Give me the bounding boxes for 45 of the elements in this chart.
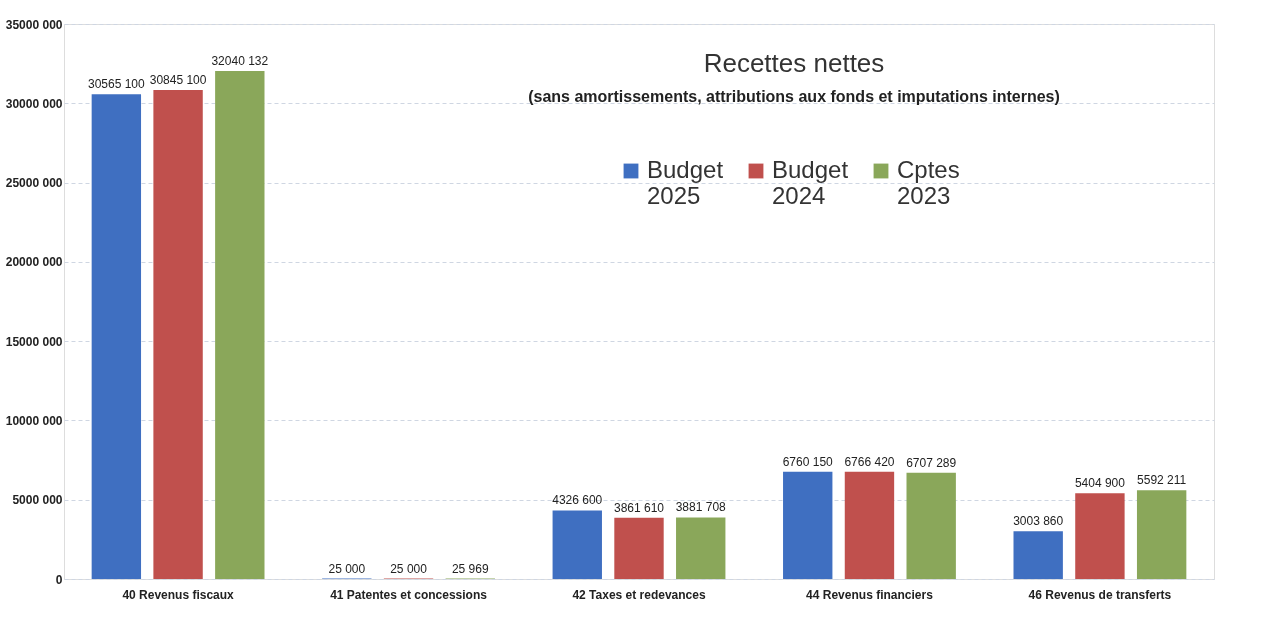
y-tick-label: 35000 000 — [5, 17, 63, 32]
bar — [844, 471, 895, 579]
data-label: 5404 900 — [1074, 476, 1126, 491]
text: Recettes nettes — [703, 48, 885, 78]
x-tick-label: 46 Revenus de transferts — [1028, 587, 1172, 602]
data-label: 4326 600 — [552, 493, 603, 508]
data-label: 3003 860 — [1013, 514, 1064, 529]
bar — [614, 517, 664, 579]
data-label: 30845 100 — [149, 72, 207, 87]
bar — [1136, 490, 1187, 579]
data-label: 25 000 — [328, 561, 366, 576]
legend-label: Budget 2024 — [772, 156, 849, 209]
bar — [1013, 531, 1063, 579]
bar — [215, 70, 265, 579]
data-label: 6766 420 — [844, 454, 895, 469]
bar — [676, 517, 726, 579]
bar — [552, 510, 602, 579]
data-label: 25 000 — [390, 561, 428, 576]
bar — [91, 94, 142, 579]
data-label: 30565 100 — [87, 77, 146, 92]
x-tick-label: 42 Taxes et redevances — [572, 587, 706, 602]
y-tick-label: 15000 000 — [5, 334, 63, 349]
legend-label: Budget 2025 — [647, 156, 724, 209]
y-tick-label: 25000 000 — [5, 176, 63, 191]
y-tick-label: 5000 000 — [12, 493, 63, 508]
data-label: 6707 289 — [906, 455, 957, 470]
legend-label: Cptes 2023 — [897, 156, 960, 209]
x-tick-label: 40 Revenus fiscaux — [122, 587, 235, 602]
data-label: 3861 610 — [613, 500, 665, 515]
y-tick-label: 10000 000 — [5, 413, 63, 428]
y-tick-label: 20000 000 — [5, 255, 63, 270]
data-label: 5592 211 — [1137, 473, 1187, 488]
bar — [153, 89, 203, 579]
bar — [1075, 493, 1125, 579]
bar — [906, 472, 956, 579]
data-label: 25 969 — [451, 561, 489, 576]
y-tick-label: 0 — [55, 572, 63, 587]
data-label: 3881 708 — [675, 500, 727, 515]
x-tick-label: 41 Patentes et concessions — [330, 587, 488, 602]
data-label: 32040 132 — [211, 53, 269, 68]
bar — [783, 471, 833, 579]
y-tick-label: 30000 000 — [5, 96, 63, 111]
data-label: 6760 150 — [782, 454, 834, 469]
x-tick-label: 44 Revenus financiers — [806, 587, 934, 602]
text: (sans amortissements, attributions aux fonds et imputations internes) — [528, 88, 1060, 105]
